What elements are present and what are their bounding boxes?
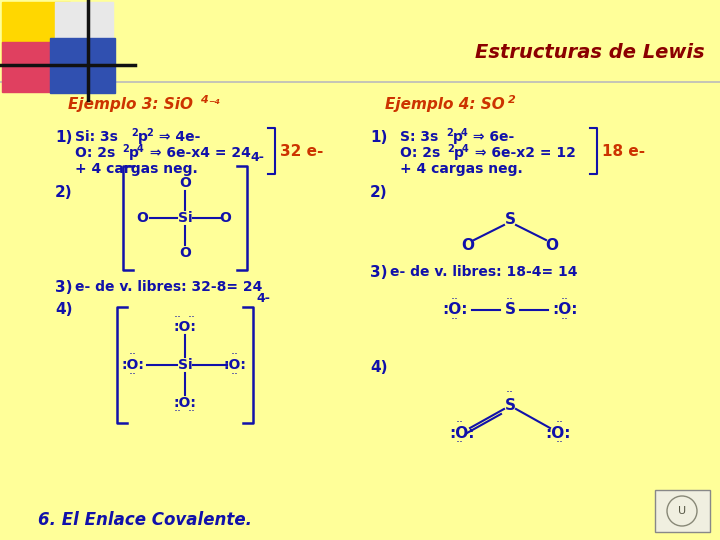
Text: p: p <box>453 130 463 144</box>
Text: :O:: :O: <box>552 302 577 318</box>
Text: 4: 4 <box>462 144 469 154</box>
Bar <box>2 42 62 92</box>
Text: S: S <box>505 397 516 413</box>
Text: 2: 2 <box>131 128 138 138</box>
Text: ··: ·· <box>231 348 239 361</box>
Text: 32 e-: 32 e- <box>280 144 323 159</box>
Text: 2: 2 <box>446 128 453 138</box>
Text: e- de v. libres: 32-8= 24: e- de v. libres: 32-8= 24 <box>75 280 262 294</box>
Text: ··: ·· <box>188 312 196 325</box>
Text: 2: 2 <box>447 144 454 154</box>
Text: O: O <box>546 238 559 253</box>
Text: 3): 3) <box>370 265 387 280</box>
Text: p: p <box>129 146 139 160</box>
Text: ⇒ 4e-: ⇒ 4e- <box>154 130 200 144</box>
Text: ⇒ 6e-x2 = 12: ⇒ 6e-x2 = 12 <box>470 146 576 160</box>
Text: + 4 cargas neg.: + 4 cargas neg. <box>400 162 523 176</box>
Text: :O:: :O: <box>122 358 145 372</box>
Text: + 4 cargas neg.: + 4 cargas neg. <box>75 162 198 176</box>
Text: Si: 3s: Si: 3s <box>75 130 118 144</box>
Text: ··: ·· <box>456 416 464 429</box>
Text: p: p <box>454 146 464 160</box>
Text: 4: 4 <box>461 128 468 138</box>
Text: 4): 4) <box>55 302 73 317</box>
Text: ··: ·· <box>561 314 569 327</box>
Text: O: O <box>462 238 474 253</box>
Text: ··: ·· <box>129 348 137 361</box>
Text: Ejemplo 3: SiO: Ejemplo 3: SiO <box>68 98 193 112</box>
Text: O: 2s: O: 2s <box>75 146 115 160</box>
Text: ··: ·· <box>506 387 514 400</box>
Text: ⁻⁴: ⁻⁴ <box>208 98 220 111</box>
Text: 6. El Enlace Covalente.: 6. El Enlace Covalente. <box>38 511 252 529</box>
Text: 1): 1) <box>55 130 73 145</box>
Text: ··: ·· <box>561 294 569 307</box>
Text: 2: 2 <box>508 95 516 105</box>
Text: ··: ·· <box>174 312 182 325</box>
Text: Si: Si <box>178 211 192 225</box>
Text: 1): 1) <box>370 130 387 145</box>
Text: ··: ·· <box>556 416 564 429</box>
Bar <box>655 490 710 532</box>
Text: ··: ·· <box>174 406 182 419</box>
Text: 2): 2) <box>370 185 387 200</box>
Text: Estructuras de Lewis: Estructuras de Lewis <box>475 43 705 62</box>
Text: ⇒ 6e-x4 = 24: ⇒ 6e-x4 = 24 <box>145 146 251 160</box>
Text: ⇒ 6e-: ⇒ 6e- <box>468 130 514 144</box>
Text: :O:: :O: <box>174 396 197 410</box>
Text: ··: ·· <box>451 314 459 327</box>
Text: Ejemplo 4: SO: Ejemplo 4: SO <box>385 98 505 112</box>
Text: 3): 3) <box>55 280 73 295</box>
Text: 4): 4) <box>370 360 387 375</box>
Text: ··: ·· <box>506 294 514 307</box>
Text: O: O <box>179 176 191 190</box>
Text: :O:: :O: <box>174 320 197 334</box>
Text: ··: ·· <box>129 368 137 381</box>
Text: O: O <box>179 246 191 260</box>
Bar <box>2 2 70 64</box>
Text: O: 2s: O: 2s <box>400 146 440 160</box>
Bar <box>55 2 113 50</box>
Text: 4: 4 <box>200 95 208 105</box>
Text: p: p <box>138 130 148 144</box>
Text: 4-: 4- <box>250 151 264 164</box>
Text: 2: 2 <box>122 144 129 154</box>
Text: :O:: :O: <box>442 302 468 318</box>
Text: 2): 2) <box>55 185 73 200</box>
Text: U: U <box>678 506 686 516</box>
Text: 2: 2 <box>146 128 153 138</box>
Text: 18 e-: 18 e- <box>602 144 645 159</box>
Text: :O:: :O: <box>449 426 474 441</box>
Text: S: S <box>505 302 516 318</box>
Text: Si: Si <box>178 358 192 372</box>
Text: ··: ·· <box>456 436 464 449</box>
Text: 4-: 4- <box>256 292 270 305</box>
Text: O: O <box>219 211 231 225</box>
Text: ··: ·· <box>188 406 196 419</box>
Text: :O:: :O: <box>545 426 571 441</box>
Text: S: 3s: S: 3s <box>400 130 438 144</box>
Text: O: O <box>136 211 148 225</box>
Text: :O:: :O: <box>224 358 246 372</box>
Text: ··: ·· <box>451 294 459 307</box>
Text: ··: ·· <box>556 436 564 449</box>
Text: S: S <box>505 213 516 227</box>
Bar <box>50 38 115 93</box>
Text: ··: ·· <box>231 368 239 381</box>
Text: 4: 4 <box>137 144 144 154</box>
Text: e- de v. libres: 18-4= 14: e- de v. libres: 18-4= 14 <box>390 265 577 279</box>
